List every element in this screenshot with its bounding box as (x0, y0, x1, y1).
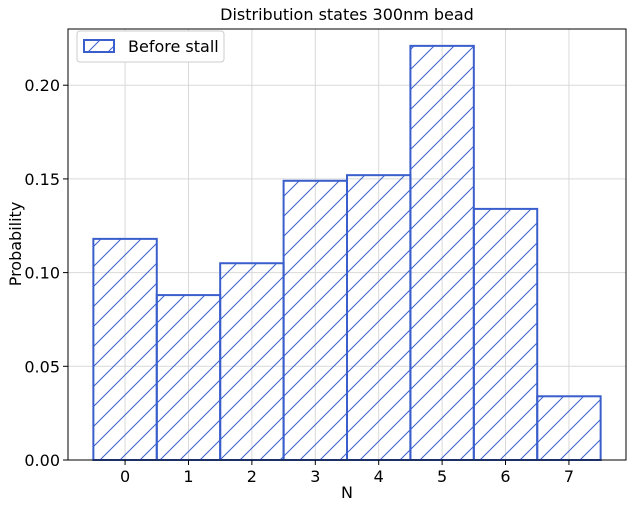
bar-5 (409, 44, 475, 462)
bar-3 (282, 179, 349, 461)
y-tick-label: 0.05 (24, 357, 60, 376)
y-tick-label: 0.15 (24, 170, 60, 189)
x-tick-label: 4 (374, 467, 384, 486)
x-axis: 0 1 2 3 4 5 6 7 (120, 460, 574, 486)
y-axis: 0.00 0.05 0.10 0.15 0.20 (24, 76, 68, 470)
legend-swatch (83, 39, 115, 53)
y-tick-label: 0.10 (24, 264, 60, 283)
x-tick-label: 1 (183, 467, 193, 486)
y-tick-label: 0.20 (24, 76, 60, 95)
bar-1 (155, 294, 222, 461)
legend-label: Before stall (128, 37, 219, 56)
chart-title: Distribution states 300nm bead (220, 5, 474, 24)
x-tick-label: 7 (564, 467, 574, 486)
x-tick-label: 2 (247, 467, 257, 486)
y-axis-label: Probability (6, 202, 25, 287)
x-tick-label: 3 (310, 467, 320, 486)
bar-4 (346, 174, 412, 461)
x-tick-label: 5 (437, 467, 447, 486)
plot-frame (67, 28, 627, 461)
bar-0 (92, 237, 158, 461)
bar-7 (536, 395, 602, 461)
legend: Before stall (76, 30, 225, 63)
bars (92, 44, 602, 462)
bar-6 (472, 207, 539, 461)
bar-2 (219, 262, 285, 461)
x-tick-label: 0 (120, 467, 130, 486)
legend-frame (76, 30, 225, 63)
x-axis-label: N (341, 483, 353, 502)
y-tick-label: 0.00 (24, 451, 60, 470)
x-tick-label: 6 (500, 467, 510, 486)
